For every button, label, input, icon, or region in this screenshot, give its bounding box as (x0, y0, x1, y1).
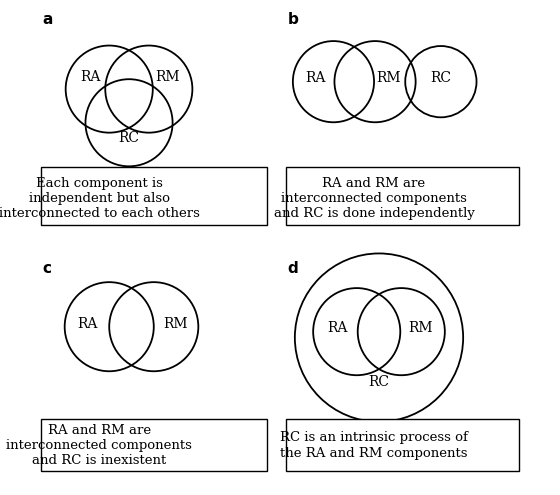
Text: RM: RM (155, 70, 179, 84)
FancyBboxPatch shape (41, 167, 267, 225)
Text: RM: RM (377, 71, 401, 85)
Text: RA: RA (81, 70, 101, 84)
Text: RA and RM are
interconnected components
and RC is done independently: RA and RM are interconnected components … (274, 178, 474, 220)
Text: RC: RC (368, 375, 390, 389)
Text: d: d (287, 261, 298, 276)
FancyBboxPatch shape (41, 419, 267, 471)
Text: RC is an intrinsic process of
the RA and RM components: RC is an intrinsic process of the RA and… (280, 432, 468, 459)
Text: b: b (287, 12, 298, 27)
Text: RA and RM are
interconnected components
and RC is inexistent: RA and RM are interconnected components … (6, 424, 192, 467)
Text: Each component is
independent but also
interconnected to each others: Each component is independent but also i… (0, 178, 200, 220)
Text: RM: RM (408, 321, 432, 335)
Text: RA: RA (328, 321, 348, 335)
Text: RA: RA (305, 71, 326, 85)
Text: RM: RM (163, 317, 187, 331)
Text: RC: RC (119, 131, 139, 145)
Text: RA: RA (78, 317, 98, 331)
Text: c: c (43, 261, 52, 276)
Text: a: a (43, 12, 53, 27)
FancyBboxPatch shape (286, 167, 519, 225)
FancyBboxPatch shape (286, 419, 519, 471)
Text: RC: RC (431, 71, 451, 85)
